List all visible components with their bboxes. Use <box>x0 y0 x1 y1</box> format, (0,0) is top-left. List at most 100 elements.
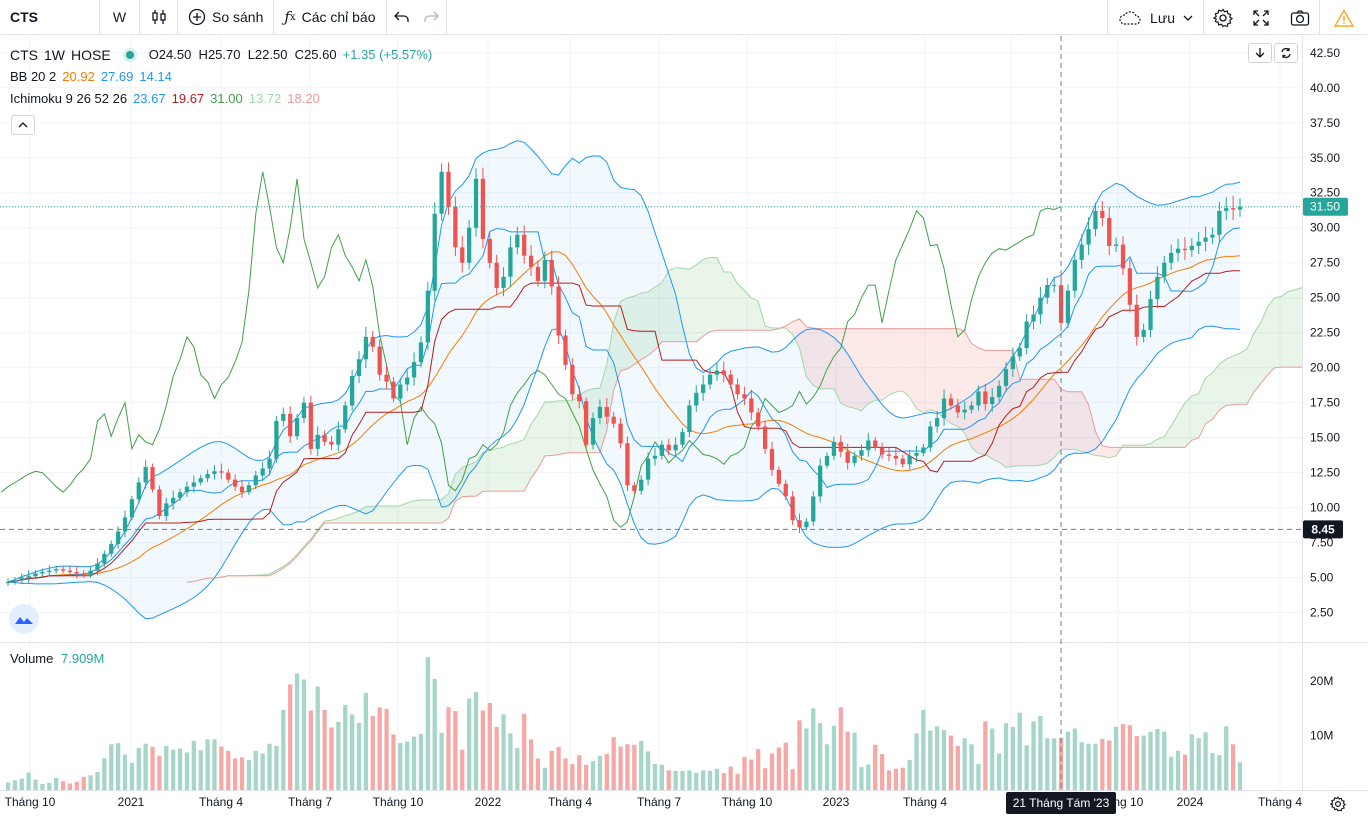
symbol-label: CTS <box>10 9 38 25</box>
candle-body <box>790 496 795 521</box>
volume-bar <box>893 768 898 790</box>
cloud-segment <box>352 510 360 524</box>
time-axis-settings-button[interactable] <box>1327 793 1349 815</box>
time-tick-label: Tháng 4 <box>1258 795 1302 809</box>
bb-upper-value: 27.69 <box>100 69 134 84</box>
fullscreen-button[interactable] <box>1242 0 1280 35</box>
volume-bar <box>914 733 919 790</box>
cloud-segment <box>482 450 490 492</box>
cloud-segment <box>414 499 421 524</box>
cloud-segment <box>593 388 600 453</box>
volume-bar <box>212 739 217 790</box>
volume-bar <box>102 758 107 790</box>
volume-bar <box>308 710 313 790</box>
collapse-legend-button[interactable] <box>11 115 35 135</box>
cloud-segment <box>214 577 222 579</box>
volume-bar <box>1217 755 1222 790</box>
volume-bar <box>1045 738 1050 790</box>
volume-bar <box>900 767 905 790</box>
chikou-value: 31.00 <box>210 91 243 106</box>
cloud-icon <box>1118 10 1142 26</box>
candle-body <box>1210 234 1215 238</box>
volume-bar <box>687 770 692 790</box>
interval-button[interactable]: W <box>100 0 140 35</box>
volume-bar <box>639 741 644 790</box>
candle-body <box>886 454 892 456</box>
candle-body <box>425 290 430 343</box>
chart-style-button[interactable] <box>140 0 178 35</box>
cloud-segment <box>868 328 876 404</box>
volume-bar <box>95 772 100 790</box>
candle-body <box>439 171 444 214</box>
candle-body <box>460 247 465 263</box>
candle-body <box>577 394 582 402</box>
cloud-segment <box>765 325 772 331</box>
candle-body <box>33 573 38 577</box>
cloud-segment <box>1184 396 1192 448</box>
volume-bar <box>384 708 389 790</box>
volume-bar <box>1100 738 1105 790</box>
volume-bar <box>1072 728 1077 790</box>
candle-body <box>136 482 141 500</box>
cloud-segment <box>668 267 676 342</box>
candle-body <box>515 234 520 248</box>
reset-scale-button[interactable] <box>1274 43 1298 63</box>
span-b-value: 18.20 <box>287 91 320 106</box>
cloud-segment <box>393 505 401 524</box>
cloud-segment <box>1253 323 1261 393</box>
candle-body <box>267 458 272 469</box>
save-button[interactable]: Lưu <box>1107 0 1204 35</box>
snapshot-button[interactable] <box>1280 0 1320 35</box>
volume-bar <box>1113 726 1119 790</box>
candle-body <box>1003 369 1009 386</box>
compare-button[interactable]: So sánh <box>178 0 275 35</box>
candle-body <box>350 376 355 406</box>
volume-bar <box>411 736 417 790</box>
candle-body <box>528 255 534 267</box>
symbol-search-button[interactable]: CTS <box>0 0 100 35</box>
redo-button[interactable] <box>417 0 447 35</box>
scroll-down-button[interactable] <box>1248 43 1272 63</box>
cloud-segment <box>916 328 924 413</box>
cloud-segment <box>544 401 552 456</box>
candle-body <box>879 447 885 455</box>
cloud-segment <box>1198 377 1206 438</box>
crosshair-time-tag: 21 Tháng Tám '23 <box>1013 796 1110 810</box>
tradingview-logo[interactable] <box>9 604 39 634</box>
volume-bar <box>47 782 52 790</box>
candle-body <box>762 426 768 449</box>
cloud-segment <box>1164 425 1172 448</box>
volume-bar <box>350 714 355 790</box>
volume-bar <box>597 755 603 790</box>
cloud-segment <box>627 296 635 369</box>
volume-bar <box>955 745 960 790</box>
candle-body <box>1079 244 1084 260</box>
candle-body <box>1010 356 1016 370</box>
cloud-segment <box>469 461 477 497</box>
cloud-segment <box>297 546 304 557</box>
volume-bar <box>584 764 589 790</box>
cloud-segment <box>1233 353 1240 405</box>
candle-body <box>597 406 603 419</box>
volume-bar <box>1175 750 1181 790</box>
settings-button[interactable] <box>1204 0 1242 35</box>
volume-bar <box>542 767 547 790</box>
volume-bar <box>845 731 850 790</box>
bollinger-lower-line <box>7 325 1241 620</box>
compare-label: So sánh <box>212 9 264 25</box>
volume-bar <box>33 779 38 790</box>
camera-icon <box>1290 9 1310 27</box>
candle-body <box>783 483 788 497</box>
warning-button[interactable] <box>1320 0 1368 35</box>
cloud-segment <box>716 257 724 331</box>
candle-body <box>1155 276 1160 300</box>
undo-button[interactable] <box>387 0 417 35</box>
volume-bar <box>26 772 31 790</box>
cloud-segment <box>1095 431 1103 457</box>
volume-bar <box>274 745 279 790</box>
candle-body <box>26 576 31 578</box>
volume-bar <box>762 768 768 790</box>
candle-body <box>12 580 18 582</box>
